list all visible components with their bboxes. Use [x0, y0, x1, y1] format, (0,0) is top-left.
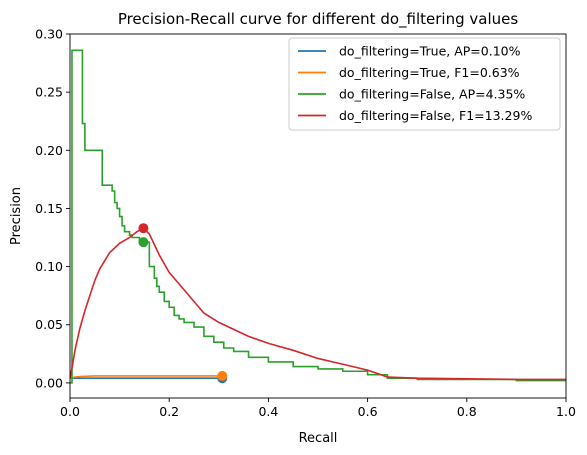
series-line-4 — [70, 227, 566, 381]
series-line-3 — [70, 49, 566, 384]
legend-label: do_filtering=False, F1=13.29% — [339, 108, 532, 123]
y-axis-ticks: 0.00 0.05 0.10 0.15 0.20 0.25 0.30 — [35, 27, 70, 390]
x-tick-label: 0.4 — [258, 404, 278, 419]
series-marker-2 — [217, 370, 228, 381]
legend-items: do_filtering=True, AP=0.10% do_filtering=… — [298, 44, 532, 123]
y-tick-label: 0.20 — [35, 143, 63, 158]
chart-title: Precision-Recall curve for different do_… — [118, 10, 519, 29]
y-tick-label: 0.15 — [35, 201, 63, 216]
y-tick-label: 0.00 — [35, 375, 63, 390]
series-line-2 — [70, 375, 223, 380]
x-tick-label: 0.0 — [60, 404, 80, 419]
y-axis-label: Precision — [9, 187, 24, 245]
x-tick-label: 0.8 — [457, 404, 477, 419]
x-axis-label: Recall — [299, 431, 338, 446]
y-tick-label: 0.30 — [35, 27, 63, 42]
y-tick-label: 0.05 — [35, 317, 63, 332]
legend-box — [288, 37, 561, 131]
x-axis-ticks: 0.0 0.2 0.4 0.6 0.8 1.0 — [60, 398, 576, 419]
legend: do_filtering=True, AP=0.10% do_filtering=… — [288, 37, 561, 131]
series-marker-4 — [138, 223, 149, 234]
x-tick-label: 1.0 — [556, 404, 576, 419]
legend-label: do_filtering=False, AP=4.35% — [339, 87, 525, 102]
series-layer — [70, 49, 566, 384]
series-marker-3 — [138, 237, 149, 248]
x-tick-label: 0.2 — [159, 404, 179, 419]
y-tick-label: 0.10 — [35, 259, 63, 274]
y-tick-label: 0.25 — [35, 85, 63, 100]
x-tick-label: 0.6 — [358, 404, 378, 419]
legend-label: do_filtering=True, F1=0.63% — [339, 65, 520, 80]
legend-label: do_filtering=True, AP=0.10% — [339, 44, 521, 59]
marker-layer — [138, 223, 228, 384]
plot-frame — [69, 33, 567, 399]
